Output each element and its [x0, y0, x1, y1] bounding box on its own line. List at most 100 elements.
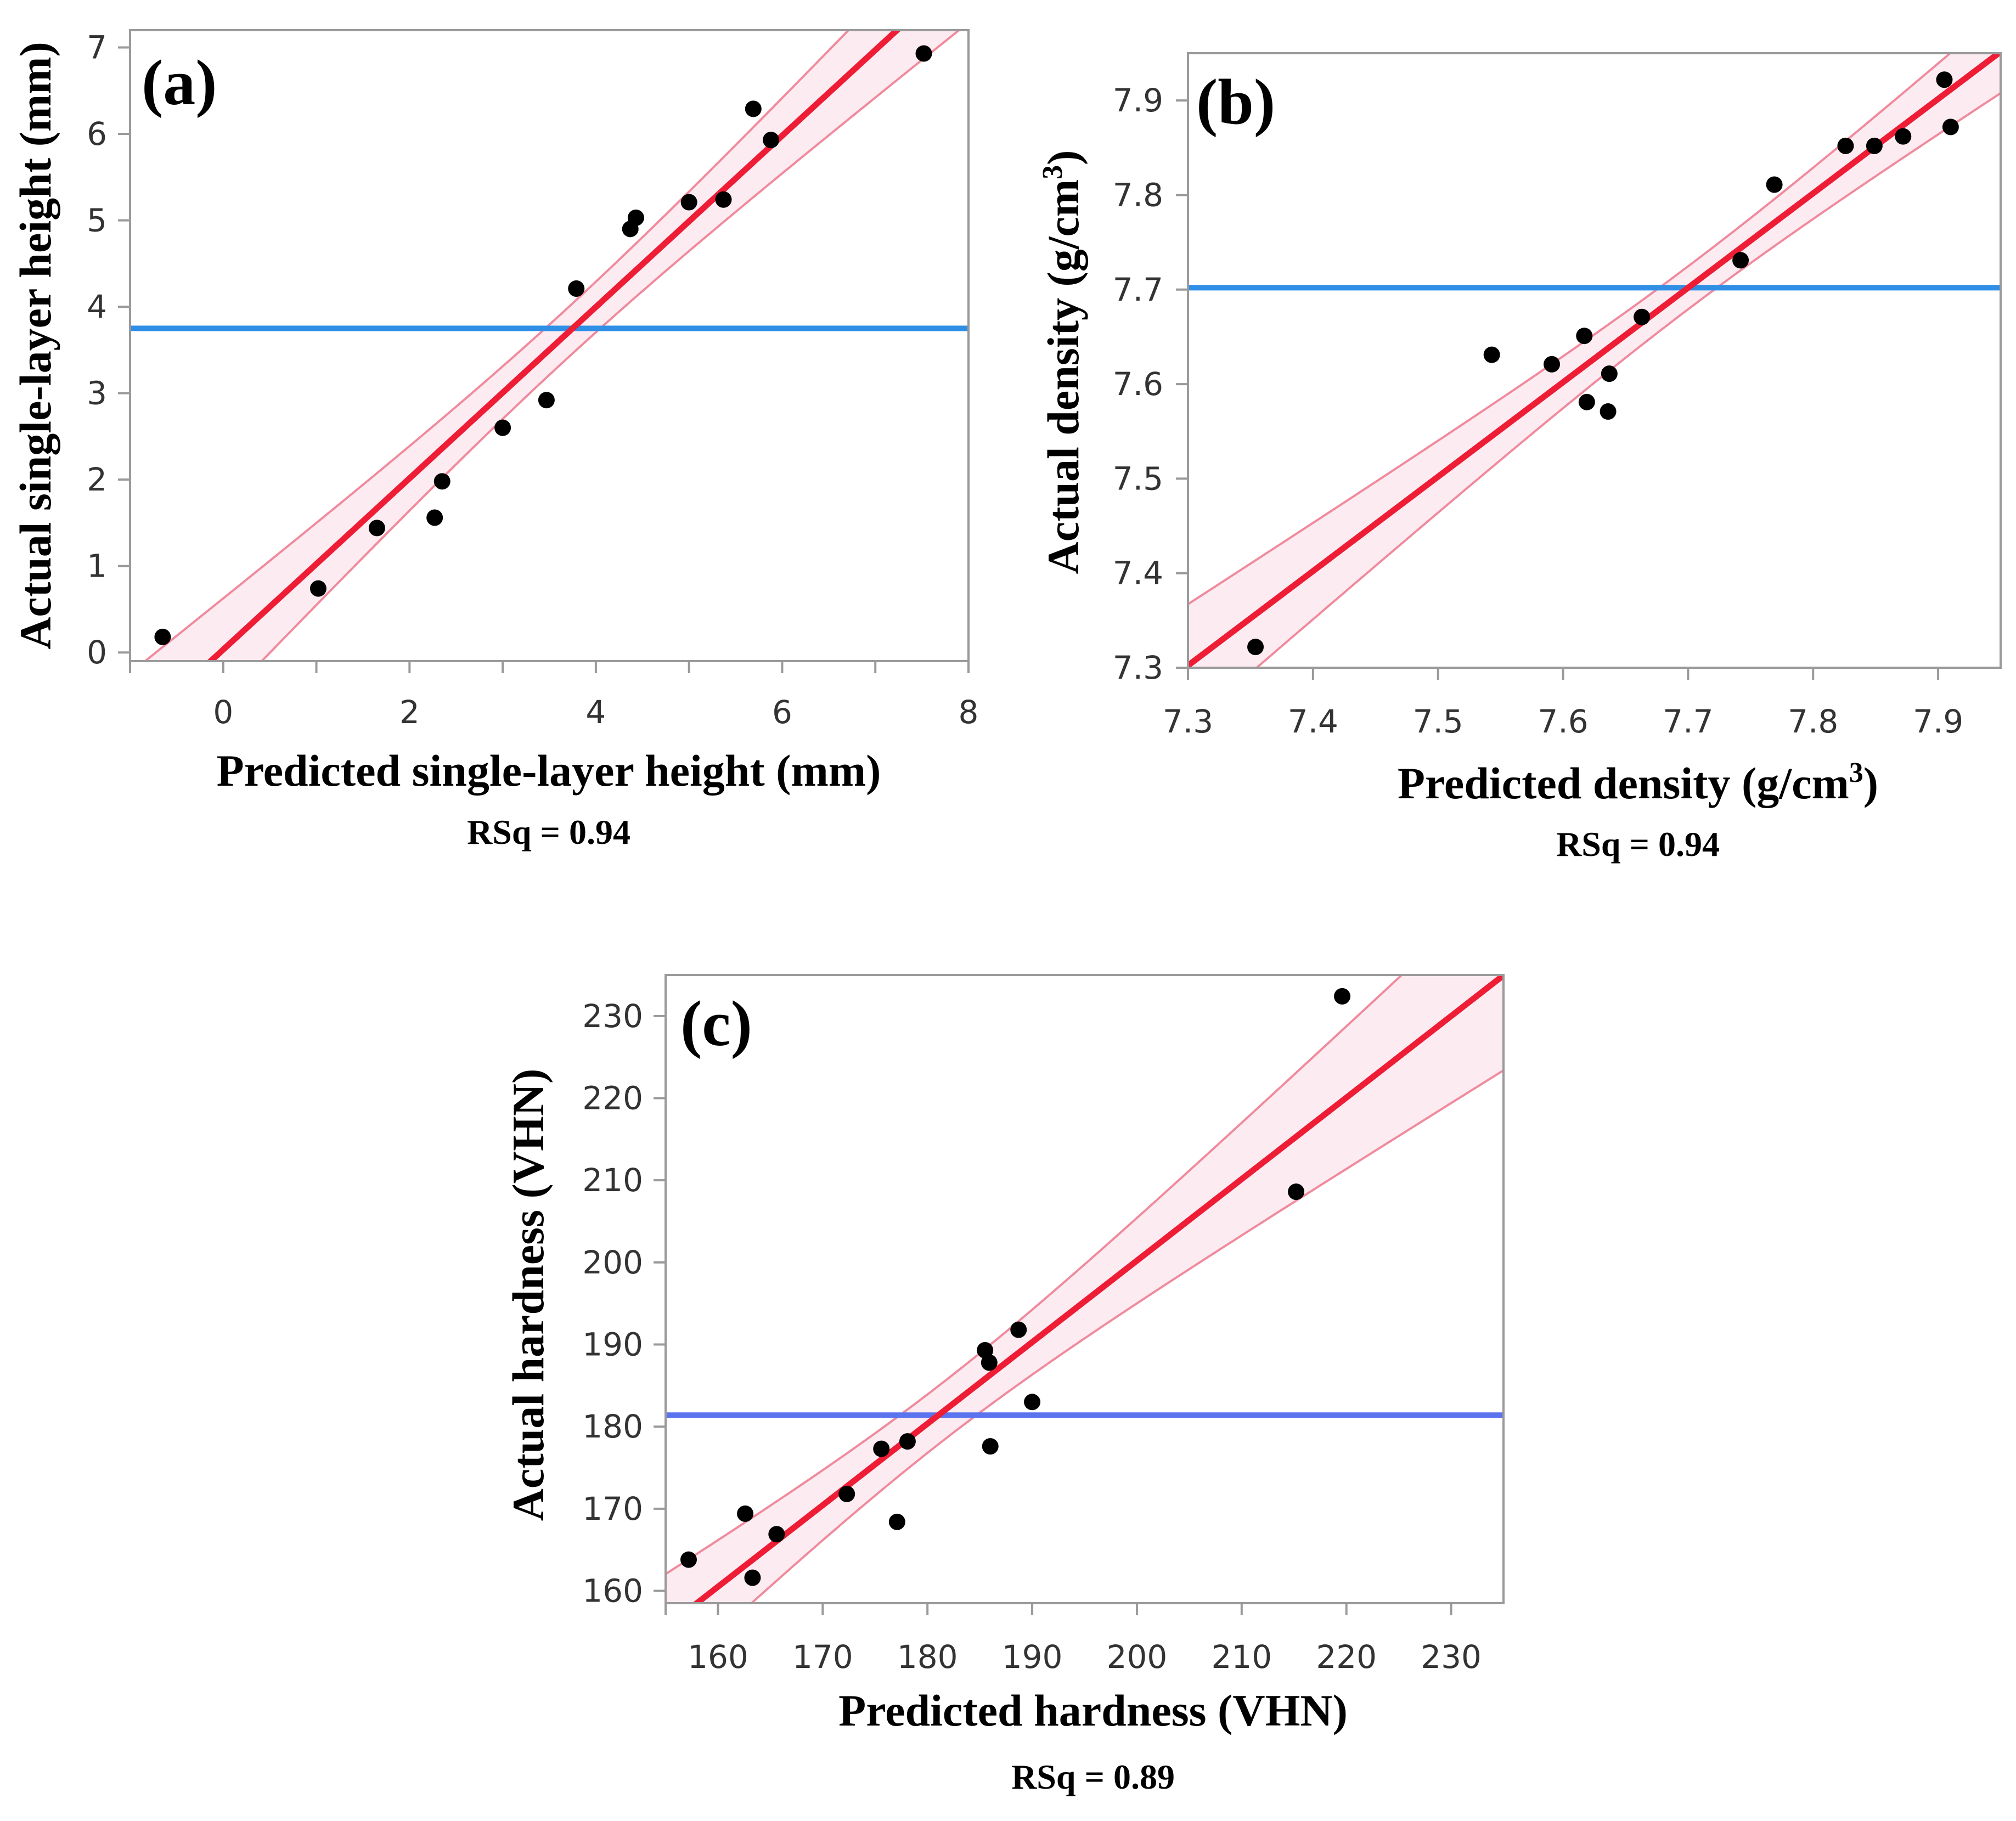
confidence-band: [666, 975, 1503, 1603]
x-tick-label: 220: [1316, 1638, 1377, 1676]
confidence-upper-curve: [666, 975, 1404, 1575]
data-point: [680, 194, 697, 211]
regression-line: [691, 975, 1503, 1603]
plot-area: [666, 975, 1503, 1603]
x-tick-label: 160: [688, 1638, 748, 1676]
rsq-label: RSq = 0.89: [1011, 1757, 1175, 1796]
data-point: [768, 1526, 785, 1543]
data-point: [433, 473, 450, 490]
x-tick-label: 7.5: [1413, 703, 1463, 740]
y-tick-label: 210: [582, 1162, 643, 1199]
x-tick-label: 7.7: [1663, 703, 1713, 740]
y-axis-title-superscript: 3: [1037, 165, 1068, 179]
panel-label: (c): [680, 988, 752, 1059]
y-axis-title: Actual single-layer height (mm): [10, 42, 60, 650]
rsq-label: RSq = 0.94: [467, 813, 630, 852]
x-tick-label: 0: [213, 694, 233, 731]
plot-frame: [1187, 52, 2002, 669]
x-axis-title: Predicted single-layer height (mm): [217, 746, 881, 796]
y-tick-label: 5: [87, 202, 107, 239]
x-tick-label: 230: [1421, 1638, 1482, 1676]
x-tick-label: 8: [959, 694, 979, 731]
x-axis-title-superscript: 3: [1849, 757, 1863, 788]
data-point: [838, 1485, 855, 1502]
regression-line: [1188, 53, 2001, 668]
data-point: [1634, 308, 1651, 325]
x-axis-title: Predicted hardness (VHN): [838, 1685, 1348, 1735]
data-point: [309, 580, 326, 597]
data-point: [1866, 137, 1883, 154]
x-tick-label: 6: [772, 694, 792, 731]
y-tick-label: 7.6: [1113, 365, 1163, 403]
data-point: [715, 191, 732, 208]
y-tick-label: 230: [582, 997, 643, 1035]
data-point: [1576, 328, 1593, 345]
data-point: [1942, 119, 1959, 136]
x-axis-title: Predicted density (g/cm3): [1398, 757, 1878, 808]
panel-label: (b): [1196, 66, 1275, 138]
data-point: [1544, 356, 1561, 373]
plot-frame: [129, 29, 970, 662]
data-point: [873, 1440, 890, 1457]
confidence-band: [1188, 53, 2001, 668]
data-point: [1288, 1183, 1305, 1200]
confidence-upper-curve: [1188, 53, 1952, 605]
x-tick-label: 2: [399, 694, 420, 731]
data-point: [1601, 365, 1618, 382]
data-point: [1936, 71, 1953, 88]
x-tick-label: 190: [1002, 1638, 1063, 1676]
y-tick-label: 7.5: [1113, 460, 1163, 497]
data-point: [1732, 252, 1749, 269]
y-tick-label: 7.9: [1113, 82, 1163, 119]
data-point: [568, 280, 585, 297]
confidence-lower-curve: [260, 30, 961, 661]
y-tick-label: 170: [582, 1490, 643, 1527]
x-tick-label: 7.6: [1538, 703, 1588, 740]
x-tick-label: 200: [1107, 1638, 1168, 1676]
data-point: [494, 419, 511, 436]
plot-frame: [665, 974, 1505, 1604]
data-point: [1024, 1394, 1041, 1411]
panel-b: 7.3 7.4 7.5 7.6 7.7 7.8 7.9 7.3 7.4 7.5 7.6 7.7 7.8 7…: [1037, 52, 2002, 864]
data-point: [981, 1354, 998, 1371]
plot-area: [130, 30, 968, 661]
x-tick-label: 170: [792, 1638, 853, 1676]
x-tick-label: 7.9: [1913, 703, 1963, 740]
confidence-upper-curve: [143, 30, 851, 661]
rsq-label: RSq = 0.94: [1556, 825, 1720, 864]
data-point: [915, 45, 932, 62]
data-point: [899, 1433, 916, 1450]
y-axis-title: Actual hardness (VHN): [503, 1069, 553, 1521]
data-point: [1837, 137, 1854, 154]
data-point: [154, 628, 171, 645]
data-point: [737, 1505, 754, 1522]
y-tick-label: 0: [87, 634, 107, 671]
x-tick-label: 7.3: [1163, 703, 1213, 740]
data-point: [1766, 176, 1783, 193]
y-tick-label: 6: [87, 115, 107, 153]
y-tick-label: 1: [87, 548, 107, 585]
x-tick-label: 7.4: [1288, 703, 1338, 740]
data-point: [1334, 988, 1351, 1005]
data-point: [538, 392, 555, 409]
y-tick-label: 220: [582, 1080, 643, 1117]
confidence-lower-curve: [750, 1069, 1503, 1603]
y-tick-label: 3: [87, 375, 107, 412]
y-tick-label: 7.8: [1113, 176, 1163, 213]
panel-a: 0 2 4 6 8 0 1 2 3 4 5 6 7 (a) Predicted single-layer h…: [10, 29, 979, 852]
data-point: [426, 509, 443, 526]
data-point: [1483, 346, 1500, 363]
data-point: [763, 132, 780, 149]
x-tick-label: 210: [1211, 1638, 1272, 1676]
y-axis-title-end: ): [1038, 150, 1088, 165]
y-axis-title: Actual density (g/cm3): [1037, 150, 1088, 574]
x-tick-label: 180: [897, 1638, 958, 1676]
data-point: [368, 520, 385, 537]
y-tick-label: 7.7: [1113, 271, 1163, 308]
y-tick-label: 7: [87, 29, 107, 66]
x-tick-label: 4: [585, 694, 606, 731]
data-point: [745, 100, 762, 117]
data-point: [982, 1438, 999, 1455]
y-tick-label: 7.3: [1113, 649, 1163, 686]
